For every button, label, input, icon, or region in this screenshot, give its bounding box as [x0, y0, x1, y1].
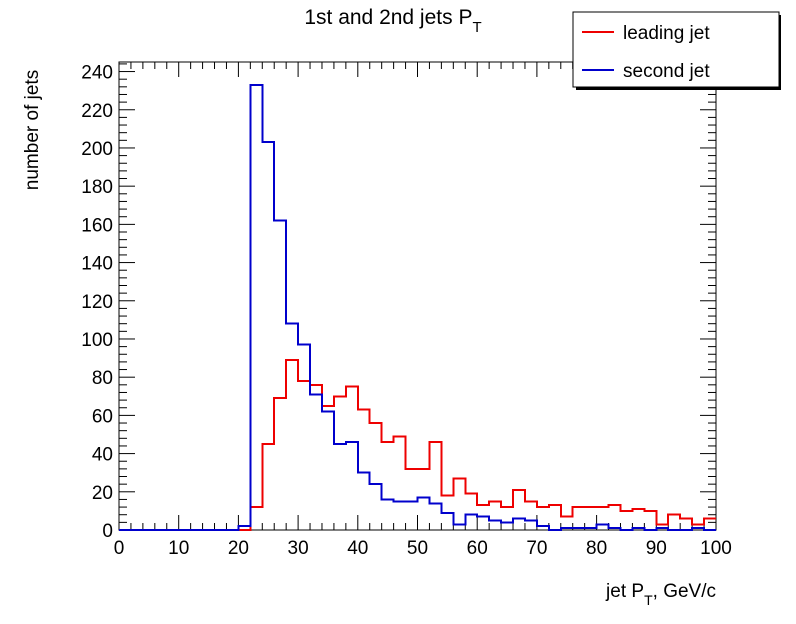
- x-tick-label: 80: [586, 538, 607, 559]
- x-tick-label: 20: [228, 538, 249, 559]
- series-line-leading-jet: [119, 358, 716, 531]
- x-tick-label: 100: [700, 538, 732, 559]
- y-tick-label: 20: [92, 483, 113, 504]
- minor-ticks: [119, 62, 716, 530]
- x-tick-label: 0: [114, 538, 125, 559]
- x-axis-ticks: 0 10 20 30 40 50 60 70 80 90 100: [114, 62, 732, 559]
- x-tick-label: 50: [407, 538, 428, 559]
- y-tick-label: 200: [81, 139, 113, 160]
- y-tick-label: 140: [81, 254, 113, 275]
- x-tick-label: 90: [646, 538, 667, 559]
- y-tick-label: 100: [81, 330, 113, 351]
- series-lines: [119, 83, 716, 531]
- y-tick-label: 160: [81, 215, 113, 236]
- x-tick-label: 70: [526, 538, 547, 559]
- y-tick-label: 60: [92, 406, 113, 427]
- y-tick-label: 240: [81, 63, 113, 84]
- legend-label-leading-jet: leading jet: [623, 23, 710, 44]
- x-tick-label: 30: [288, 538, 309, 559]
- legend-box: [572, 11, 780, 88]
- plot-frame: [118, 61, 717, 531]
- y-tick-label: 80: [92, 368, 113, 389]
- legend-label-second-jet: second jet: [623, 61, 710, 82]
- y-tick-label: 220: [81, 101, 113, 122]
- x-tick-label: 60: [467, 538, 488, 559]
- y-tick-label: 0: [102, 521, 113, 542]
- x-tick-label: 40: [347, 538, 368, 559]
- x-axis-label: jet PT, GeV/c: [605, 581, 716, 608]
- series-line-second-jet: [119, 83, 716, 531]
- y-axis-label: number of jets: [22, 70, 43, 190]
- y-tick-label: 120: [81, 292, 113, 313]
- x-tick-label: 10: [168, 538, 189, 559]
- y-tick-label: 180: [81, 177, 113, 198]
- y-tick-label: 40: [92, 445, 113, 466]
- y-axis-ticks: 0 20 40 60 80 100 120 140 160 180 200 220 240: [81, 63, 716, 542]
- chart-title: 1st and 2nd jets PT: [304, 6, 481, 36]
- legend: leading jet second jet: [572, 11, 781, 90]
